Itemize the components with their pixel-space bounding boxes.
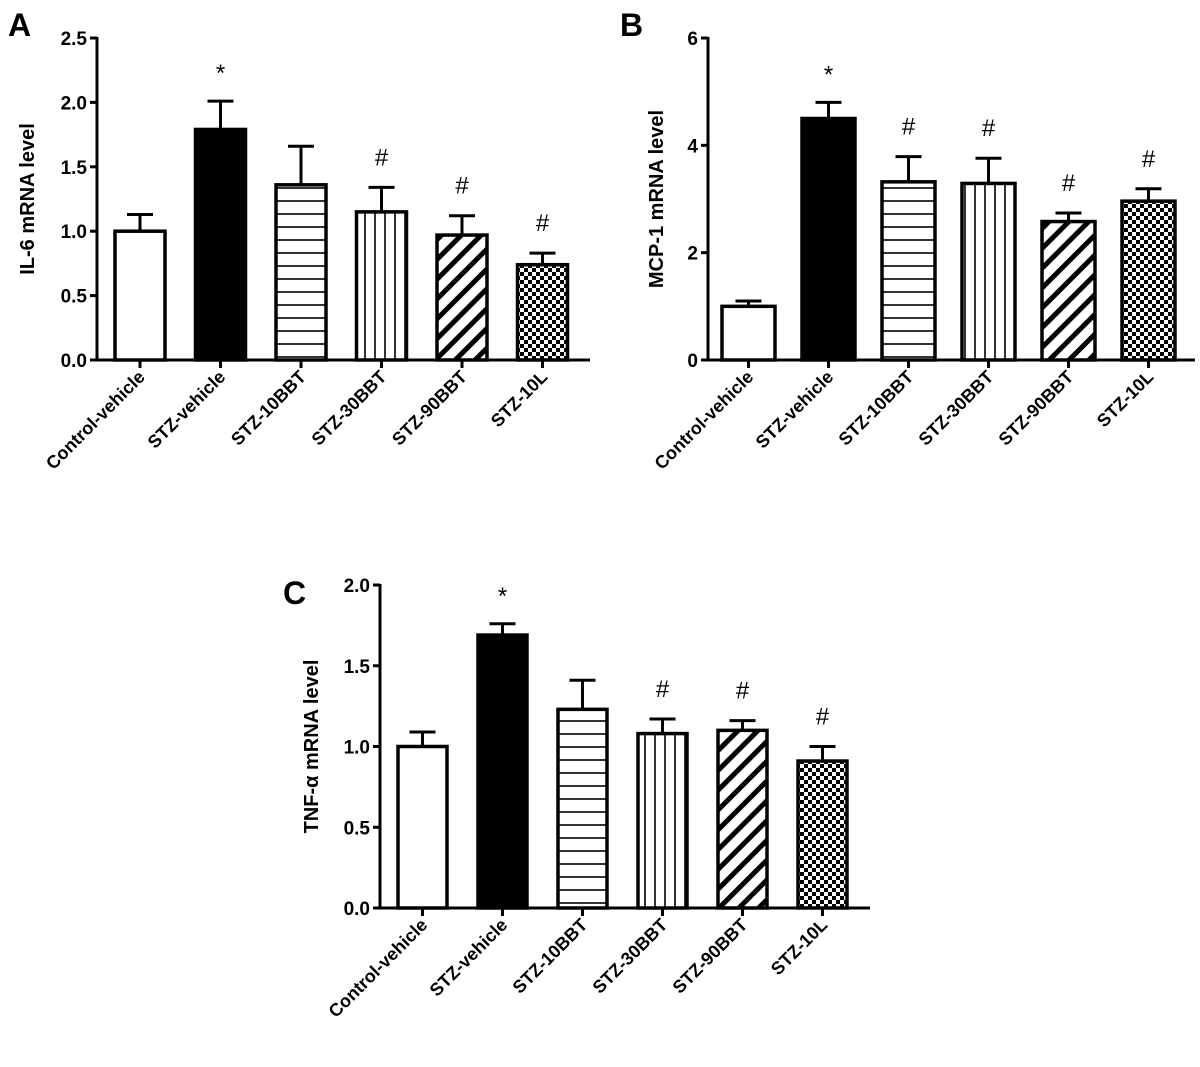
- significance-marker: #: [455, 173, 469, 200]
- bar-stz-10bbt: [556, 707, 609, 910]
- significance-marker: #: [736, 678, 750, 705]
- bar-control-vehicle: [720, 304, 777, 362]
- x-tick-label: STZ-30BBT: [308, 367, 391, 450]
- bar-stz-10l: [796, 759, 849, 910]
- y-tick-label: 0.0: [61, 351, 87, 372]
- y-tick-label: 1.5: [61, 158, 88, 179]
- x-tick-label: STZ-10L: [767, 915, 831, 979]
- x-tick-label: STZ-10BBT: [509, 915, 592, 998]
- significance-marker: #: [536, 210, 550, 237]
- y-tick-label: 1.0: [344, 738, 370, 759]
- significance-marker: *: [824, 61, 833, 88]
- panel-label: B: [620, 7, 643, 43]
- x-tick-label: STZ-vehicle: [426, 915, 512, 1001]
- bar-stz-vehicle: [800, 116, 857, 362]
- bar-stz-vehicle: [476, 633, 529, 910]
- x-tick-label: STZ-10L: [1093, 367, 1157, 431]
- x-tick-label: STZ-10L: [487, 367, 551, 431]
- bar-stz-30bbt: [960, 181, 1017, 362]
- significance-marker: #: [375, 144, 389, 171]
- significance-marker: #: [902, 114, 916, 141]
- bar-stz-10bbt: [880, 180, 937, 362]
- panel-c: C TNF-α mRNA level 0.0 0.5 1.0 1.5 2.0 Control-…: [283, 575, 870, 1021]
- bar-stz-10l: [515, 262, 570, 362]
- significance-marker: #: [1062, 170, 1076, 197]
- y-tick-label: 1.5: [344, 657, 371, 678]
- x-tick-label: STZ-90BBT: [669, 915, 752, 998]
- y-axis-label: TNF-α mRNA level: [301, 660, 323, 834]
- x-tick-label: Control-vehicle: [42, 367, 149, 474]
- bar-stz-vehicle: [193, 127, 248, 362]
- panel-label: C: [283, 575, 306, 611]
- panel-a: A IL-6 mRNA level 0.0 0.5 1.0 1.5 2.0 2.5 Contro…: [8, 7, 590, 473]
- x-tick-label: STZ-30BBT: [915, 367, 998, 450]
- y-tick-label: 4: [687, 136, 698, 157]
- significance-marker: #: [982, 115, 996, 142]
- bar-stz-90bbt: [716, 728, 769, 910]
- x-tick-label: STZ-30BBT: [589, 915, 672, 998]
- significance-marker: #: [816, 704, 830, 731]
- panel-label: A: [8, 7, 31, 43]
- y-tick-label: 6: [687, 29, 698, 50]
- bar-control-vehicle: [113, 229, 167, 362]
- y-tick-label: 2.0: [61, 93, 87, 114]
- y-tick-label: 0.0: [344, 899, 370, 920]
- bar-stz-90bbt: [435, 233, 489, 362]
- y-tick-label: 0: [687, 351, 698, 372]
- bar-stz-10l: [1120, 199, 1177, 362]
- bar-stz-10bbt: [274, 183, 328, 362]
- significance-marker: *: [498, 583, 507, 610]
- x-tick-label: STZ-90BBT: [388, 367, 471, 450]
- y-axis-label: IL-6 mRNA level: [17, 123, 39, 275]
- bar-stz-90bbt: [1040, 219, 1097, 362]
- x-tick-label: STZ-90BBT: [995, 367, 1078, 450]
- y-tick-label: 1.0: [61, 222, 87, 243]
- bar-stz-30bbt: [354, 210, 409, 362]
- x-tick-label: STZ-vehicle: [144, 367, 230, 453]
- y-axis-label: MCP-1 mRNA level: [646, 110, 668, 288]
- x-tick-label: STZ-10BBT: [227, 367, 310, 450]
- x-tick-label: STZ-vehicle: [752, 367, 838, 453]
- bar-stz-30bbt: [636, 731, 689, 910]
- y-tick-label: 2: [687, 244, 698, 265]
- y-tick-label: 2.5: [61, 29, 88, 50]
- x-tick-label: STZ-10BBT: [835, 367, 918, 450]
- bar-control-vehicle: [396, 744, 449, 910]
- y-tick-label: 2.0: [344, 576, 370, 597]
- x-tick-label: Control-vehicle: [325, 915, 432, 1022]
- significance-marker: *: [216, 60, 225, 87]
- y-tick-label: 0.5: [61, 287, 88, 308]
- significance-marker: #: [656, 676, 670, 703]
- x-tick-label: Control-vehicle: [651, 367, 758, 474]
- y-tick-label: 0.5: [344, 818, 371, 839]
- significance-marker: #: [1142, 146, 1156, 173]
